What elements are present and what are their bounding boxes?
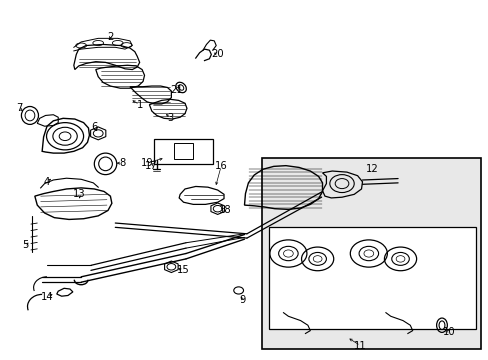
Text: 16: 16	[214, 161, 227, 171]
Text: 10: 10	[442, 327, 455, 337]
Text: 6: 6	[91, 122, 97, 132]
Text: 9: 9	[239, 295, 245, 305]
Text: 18: 18	[218, 206, 231, 216]
Text: 20: 20	[211, 49, 224, 59]
Text: 14: 14	[41, 292, 53, 302]
Bar	[173, 143, 193, 159]
Text: 7: 7	[16, 103, 22, 113]
Text: 8: 8	[119, 158, 125, 168]
Text: 11: 11	[353, 341, 366, 351]
Text: 3: 3	[167, 113, 173, 123]
Text: 19: 19	[141, 158, 153, 168]
Bar	[268, 226, 475, 329]
Text: 2: 2	[107, 32, 113, 41]
Text: 21: 21	[169, 85, 182, 95]
Text: 5: 5	[22, 240, 28, 250]
Bar	[261, 158, 480, 348]
Text: 13: 13	[73, 189, 86, 199]
Text: 12: 12	[365, 163, 378, 174]
Text: 17: 17	[144, 161, 157, 171]
Text: 15: 15	[177, 265, 189, 275]
Text: 1: 1	[136, 100, 142, 110]
Bar	[154, 139, 212, 164]
Text: 4: 4	[44, 177, 50, 187]
